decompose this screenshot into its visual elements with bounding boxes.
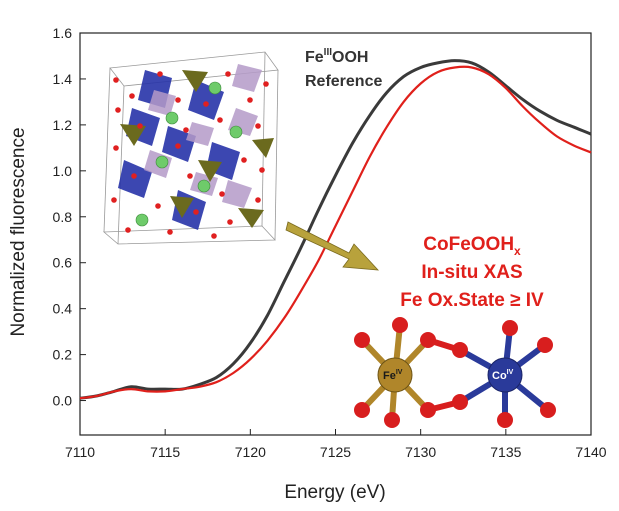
y-axis-ticks: 0.0 0.2 0.4 0.6 0.8 1.0 1.2 1.4 1.6 — [53, 25, 86, 409]
x-axis-ticks: 7110 7115 7120 7125 7130 7135 7140 — [65, 429, 607, 460]
x-tick-label: 7135 — [490, 444, 521, 460]
fe-atom-label: FeIV — [383, 369, 403, 382]
x-tick-label: 7125 — [320, 444, 351, 460]
co-atom — [487, 357, 523, 393]
crystal-structure-inset — [100, 51, 279, 245]
y-axis-title: Normalized fluorescence — [8, 127, 29, 336]
co-atom-label: CoIV — [492, 369, 514, 382]
x-tick-label: 7140 — [575, 444, 606, 460]
y-tick-label: 1.4 — [53, 71, 73, 87]
fe-atom — [377, 357, 413, 393]
reference-label-line2: Reference — [305, 73, 382, 90]
x-tick-label: 7120 — [235, 444, 266, 460]
fe-co-model-inset: FeIV CoIV — [354, 317, 556, 428]
x-tick-label: 7110 — [65, 444, 95, 460]
y-tick-label: 0.0 — [53, 393, 73, 409]
y-tick-label: 0.6 — [53, 255, 73, 271]
y-tick-label: 1.0 — [53, 163, 73, 179]
y-tick-label: 0.8 — [53, 209, 73, 225]
y-tick-label: 1.2 — [53, 117, 73, 133]
sample-label-line3: Fe Ox.State ≥ IV — [400, 290, 544, 311]
oxygen-atom — [354, 332, 370, 348]
y-tick-label: 1.6 — [53, 25, 73, 41]
y-tick-label: 0.4 — [53, 301, 73, 317]
sample-label-line1: CoFeOOHx — [423, 234, 521, 258]
x-tick-label: 7130 — [405, 444, 436, 460]
reference-label-line1: FeIIIOOH — [305, 47, 368, 66]
series-line-sample — [79, 65, 592, 400]
x-axis-title: Energy (eV) — [284, 482, 385, 503]
x-tick-label: 7115 — [150, 444, 180, 460]
y-tick-label: 0.2 — [53, 347, 73, 363]
arrow-annotation — [285, 221, 379, 271]
sample-label-line2: In-situ XAS — [421, 262, 522, 283]
series-line-reference — [79, 59, 592, 400]
